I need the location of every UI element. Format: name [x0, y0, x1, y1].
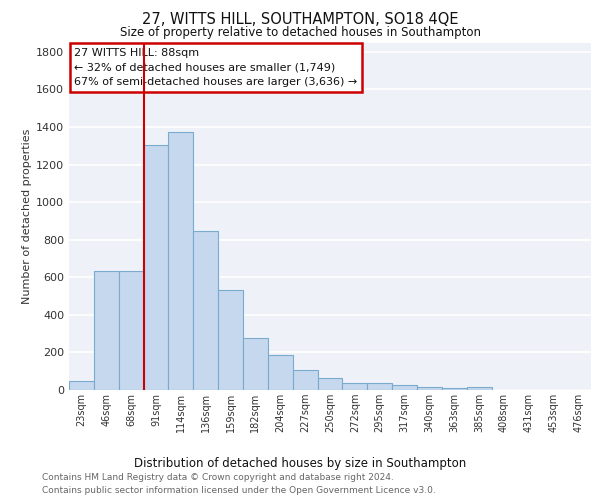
Text: 27, WITTS HILL, SOUTHAMPTON, SO18 4QE: 27, WITTS HILL, SOUTHAMPTON, SO18 4QE — [142, 12, 458, 28]
Text: 27 WITTS HILL: 88sqm
← 32% of detached houses are smaller (1,749)
67% of semi-de: 27 WITTS HILL: 88sqm ← 32% of detached h… — [74, 48, 358, 88]
Bar — [94, 270, 119, 390]
Text: Size of property relative to detached houses in Southampton: Size of property relative to detached ho… — [119, 26, 481, 39]
Bar — [69, 380, 94, 390]
Bar — [143, 145, 169, 390]
Bar — [169, 132, 193, 390]
Bar — [317, 378, 343, 390]
Bar — [417, 387, 442, 390]
Bar — [218, 290, 243, 390]
Text: Contains public sector information licensed under the Open Government Licence v3: Contains public sector information licen… — [42, 486, 436, 495]
Bar — [392, 384, 417, 390]
Text: Distribution of detached houses by size in Southampton: Distribution of detached houses by size … — [134, 458, 466, 470]
Bar — [343, 383, 367, 390]
Bar — [442, 388, 467, 390]
Y-axis label: Number of detached properties: Number of detached properties — [22, 128, 32, 304]
Bar — [268, 355, 293, 390]
Bar — [193, 230, 218, 390]
Bar — [467, 387, 491, 390]
Bar — [293, 370, 317, 390]
Bar — [367, 383, 392, 390]
Bar — [243, 338, 268, 390]
Bar — [119, 270, 143, 390]
Text: Contains HM Land Registry data © Crown copyright and database right 2024.: Contains HM Land Registry data © Crown c… — [42, 472, 394, 482]
